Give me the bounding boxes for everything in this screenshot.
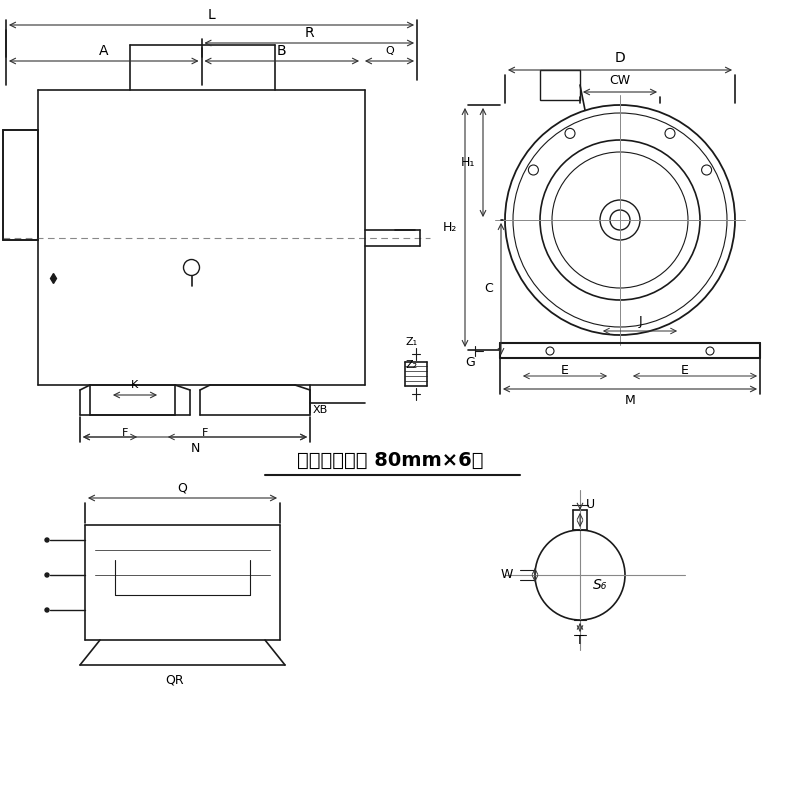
Text: D: D	[614, 51, 626, 65]
Text: M: M	[625, 394, 635, 407]
Text: G: G	[465, 357, 475, 370]
Text: B: B	[277, 44, 286, 58]
Text: XB: XB	[312, 405, 328, 415]
Text: Z₁: Z₁	[406, 337, 418, 347]
Circle shape	[45, 573, 49, 577]
Text: R: R	[305, 26, 314, 40]
Text: CW: CW	[610, 74, 630, 86]
Text: QR: QR	[166, 674, 184, 686]
Text: 口出し線長　 80mm×6本: 口出し線長 80mm×6本	[297, 450, 483, 470]
Bar	[540, 70, 580, 100]
Text: U: U	[586, 498, 594, 511]
Text: J: J	[638, 314, 642, 327]
Text: T: T	[576, 634, 584, 646]
Text: L: L	[208, 8, 215, 22]
Text: C: C	[485, 282, 494, 295]
Text: W: W	[501, 569, 513, 582]
Text: S₆: S₆	[593, 578, 607, 592]
Text: E: E	[681, 365, 689, 378]
Text: Z₂: Z₂	[406, 360, 418, 370]
Text: E: E	[561, 365, 569, 378]
Text: Q: Q	[385, 46, 394, 56]
Text: N: N	[190, 442, 200, 455]
Text: K: K	[131, 380, 138, 390]
Text: F: F	[202, 428, 208, 438]
Circle shape	[45, 608, 49, 612]
Text: F: F	[122, 428, 128, 438]
Circle shape	[45, 538, 49, 542]
Text: H₂: H₂	[443, 221, 457, 234]
Text: Q: Q	[178, 482, 187, 494]
Text: A: A	[99, 44, 109, 58]
Text: H₁: H₁	[461, 156, 475, 169]
